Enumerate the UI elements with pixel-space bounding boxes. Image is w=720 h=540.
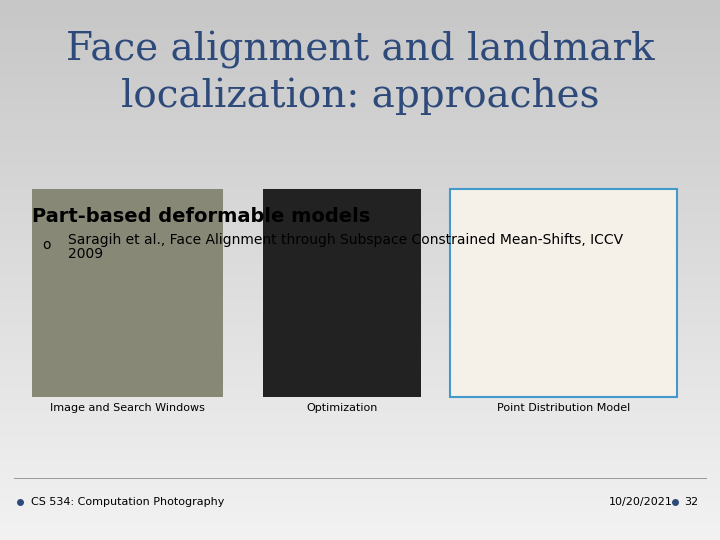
- Text: Optimization: Optimization: [306, 403, 378, 413]
- Bar: [32, 189, 223, 397]
- Text: 32: 32: [684, 497, 698, 507]
- Text: 10/20/2021: 10/20/2021: [608, 497, 672, 507]
- Bar: [450, 189, 677, 397]
- Bar: [263, 189, 421, 397]
- Text: Part-based deformable models: Part-based deformable models: [32, 206, 371, 226]
- Text: Saragih et al., Face Alignment through Subspace Constrained Mean-Shifts, ICCV: Saragih et al., Face Alignment through S…: [68, 233, 624, 247]
- Text: Point Distribution Model: Point Distribution Model: [497, 403, 630, 413]
- Text: o: o: [42, 238, 51, 252]
- Text: Image and Search Windows: Image and Search Windows: [50, 403, 205, 413]
- Text: CS 534: Computation Photography: CS 534: Computation Photography: [31, 497, 225, 507]
- Text: Face alignment and landmark
localization: approaches: Face alignment and landmark localization…: [66, 31, 654, 115]
- Text: 2009: 2009: [68, 247, 104, 261]
